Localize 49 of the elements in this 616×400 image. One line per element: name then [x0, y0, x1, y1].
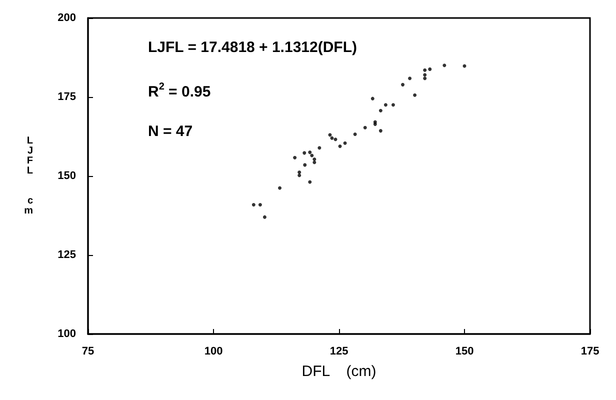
- point: [308, 180, 312, 184]
- point: [278, 186, 282, 190]
- point: [262, 215, 266, 219]
- point: [353, 132, 357, 136]
- point: [401, 82, 405, 86]
- point: [312, 158, 316, 161]
- y-tick-label: 100: [58, 328, 76, 340]
- x-tick-label: 75: [82, 346, 94, 358]
- point: [408, 76, 412, 80]
- y-tick-label: 200: [58, 12, 76, 24]
- point: [252, 203, 256, 207]
- x-tick-label: 150: [455, 346, 474, 358]
- point: [378, 108, 382, 112]
- y-tick-label: 150: [58, 170, 76, 182]
- annotation: N = 47: [148, 123, 193, 140]
- point: [310, 154, 314, 158]
- x-tick-label: 100: [204, 346, 223, 358]
- point: [423, 68, 427, 72]
- y-tick-label: 175: [58, 91, 76, 103]
- point: [302, 151, 306, 155]
- text: LJFL cm: [24, 136, 33, 216]
- point: [318, 146, 322, 150]
- x-axis-title: DFL (cm): [302, 363, 376, 380]
- point: [328, 133, 332, 137]
- x-tick-label: 125: [330, 346, 348, 358]
- point: [413, 93, 417, 97]
- point: [384, 103, 388, 107]
- point: [338, 144, 342, 148]
- point: [428, 67, 432, 71]
- point: [370, 96, 374, 100]
- point: [330, 136, 334, 140]
- point: [258, 203, 262, 207]
- point: [343, 141, 347, 145]
- point: [293, 156, 297, 160]
- point: [378, 129, 382, 133]
- point: [423, 73, 427, 77]
- x-tick-label: 175: [580, 346, 600, 358]
- y-tick-label: 125: [58, 249, 76, 261]
- point: [298, 174, 302, 178]
- point: [334, 138, 338, 142]
- point: [303, 163, 307, 167]
- point: [442, 64, 446, 68]
- point: [308, 150, 312, 154]
- point: [363, 126, 367, 130]
- annotation: LJFL = 17.4818 + 1.1312(DFL): [148, 39, 357, 56]
- point: [298, 170, 302, 174]
- point: [312, 160, 316, 164]
- point: [391, 103, 395, 107]
- point: [423, 76, 427, 80]
